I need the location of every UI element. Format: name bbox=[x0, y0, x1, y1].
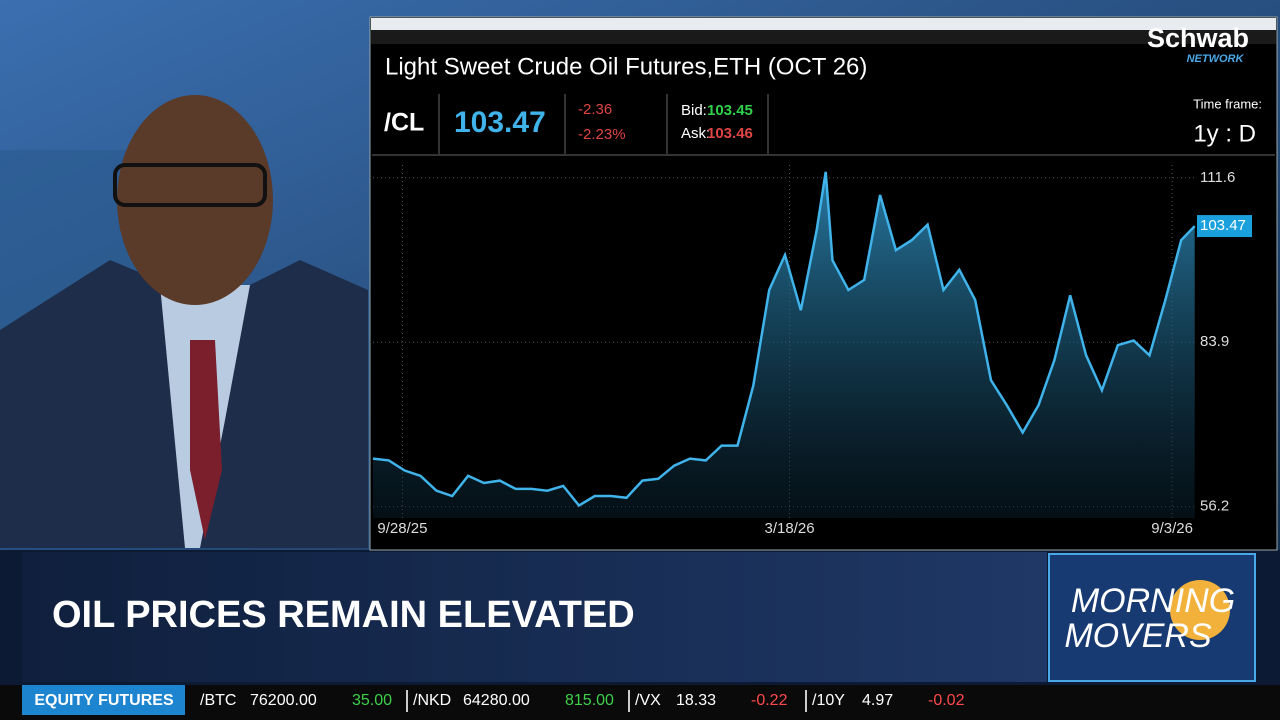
ticker-bar bbox=[0, 685, 1280, 720]
ticker-label-box bbox=[22, 685, 185, 715]
ticker-symbol: /VX bbox=[635, 692, 661, 709]
toolbar bbox=[371, 30, 1276, 44]
presenter-tie bbox=[190, 340, 222, 540]
last-value-box bbox=[1197, 215, 1252, 238]
show-name: MOVERS bbox=[1064, 617, 1212, 655]
ask: 103.46 bbox=[707, 125, 753, 142]
logo-brand: Schwab bbox=[1147, 23, 1249, 53]
ticker-change: -0.22 bbox=[751, 692, 788, 709]
x-tick-label: 9/3/26 bbox=[1151, 520, 1193, 537]
lower-third bbox=[22, 552, 1047, 682]
timeframe: 1y : D bbox=[1193, 120, 1256, 147]
x-tick-label: 9/28/25 bbox=[377, 520, 427, 537]
ticker-change: 815.00 bbox=[565, 692, 614, 709]
last-value-label: 103.47 bbox=[1200, 217, 1246, 234]
window-titlebar bbox=[371, 18, 1276, 30]
ticker-symbol: /NKD bbox=[413, 692, 451, 709]
show-name: MORNING bbox=[1071, 582, 1235, 620]
last-price: 103.47 bbox=[454, 106, 546, 139]
chart-title: Light Sweet Crude Oil Futures,ETH (OCT 2… bbox=[385, 53, 867, 80]
change: -2.36 bbox=[578, 101, 612, 118]
ticker-symbol: /BTC bbox=[200, 692, 236, 709]
change-pct: -2.23% bbox=[578, 126, 626, 143]
y-tick-label: 83.9 bbox=[1200, 333, 1229, 350]
x-tick-label: 3/18/26 bbox=[765, 520, 815, 537]
symbol: /CL bbox=[384, 109, 424, 137]
ask-label: Ask: bbox=[681, 125, 710, 142]
ticker-change: 35.00 bbox=[352, 692, 392, 709]
logo-sub: NETWORK bbox=[1187, 53, 1245, 65]
timeframe-label: Time frame: bbox=[1193, 96, 1262, 111]
plot-area: 56.2 83.9 111.6 9/28/25 3/18/26 9/3/26 103.47 bbox=[372, 165, 1252, 537]
ticker-price: 76200.00 bbox=[250, 692, 317, 709]
y-tick-label: 111.6 bbox=[1200, 169, 1235, 186]
ticker-label: EQUITY FUTURES bbox=[34, 692, 174, 709]
y-tick-label: 56.2 bbox=[1200, 498, 1229, 515]
presenter-glasses bbox=[113, 163, 267, 207]
presenter-head bbox=[117, 95, 273, 305]
ticker-price: 4.97 bbox=[862, 692, 893, 709]
line bbox=[372, 171, 1196, 508]
ticker-change: -0.02 bbox=[928, 692, 965, 709]
headline: OIL PRICES REMAIN ELEVATED bbox=[52, 594, 635, 636]
ticker-items: /BTC 76200.00 35.00/NKD 64280.00 815.00/VX 18… bbox=[200, 690, 965, 712]
ticker-price: 64280.00 bbox=[463, 692, 530, 709]
ticker-price: 18.33 bbox=[676, 692, 716, 709]
ticker-symbol: /10Y bbox=[812, 692, 845, 709]
area bbox=[373, 171, 1195, 519]
bid-label: Bid: bbox=[681, 102, 707, 119]
show-sun bbox=[1170, 580, 1230, 640]
bid: 103.45 bbox=[707, 102, 753, 119]
